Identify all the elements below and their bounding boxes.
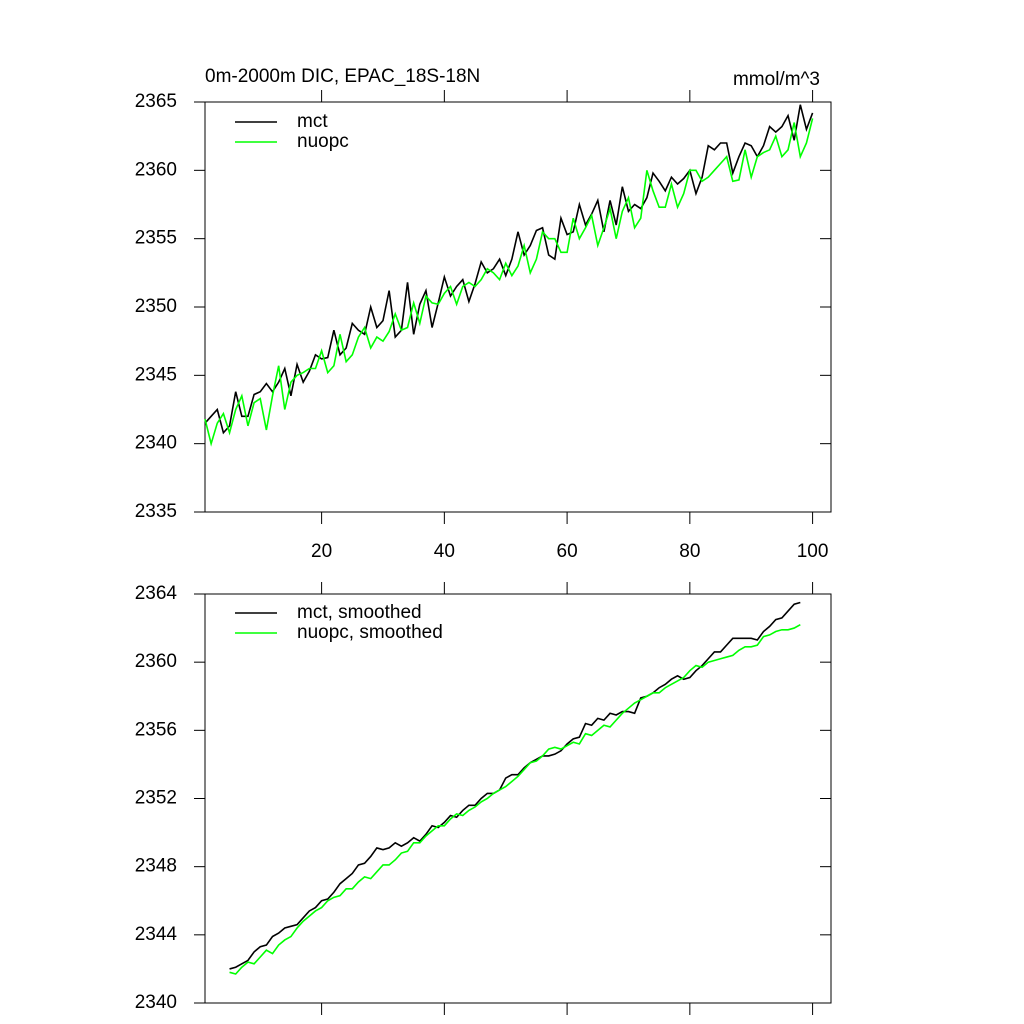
y-tick-label: 2365 [135, 91, 177, 112]
x-tick-label: 60 [557, 541, 578, 562]
plot-frame [204, 593, 832, 1004]
x-tick-label: 20 [311, 541, 332, 562]
chart-title: 0m-2000m DIC, EPAC_18S-18N [205, 66, 480, 87]
y-tick-label: 2356 [135, 719, 177, 740]
units-label: mmol/m^3 [733, 69, 820, 90]
x-tick-label: 80 [679, 541, 700, 562]
y-tick-label: 2340 [135, 992, 177, 1013]
legend-label: nuopc, smoothed [297, 622, 443, 643]
y-tick-label: 2352 [135, 788, 177, 809]
y-tick-label: 2335 [135, 501, 177, 522]
y-tick-label: 2364 [135, 583, 178, 604]
y-tick-label: 2350 [135, 296, 177, 317]
x-tick-label: 40 [434, 541, 455, 562]
y-tick-label: 2340 [135, 433, 177, 454]
series-line [229, 623, 801, 975]
series-line [229, 601, 801, 970]
legend-label: mct, smoothed [297, 602, 422, 623]
legend-label: mct [297, 111, 328, 132]
y-tick-label: 2344 [135, 924, 178, 945]
series-line [204, 118, 814, 447]
y-tick-label: 2348 [135, 856, 177, 877]
x-tick-label: 100 [797, 541, 829, 562]
y-tick-label: 2360 [135, 159, 177, 180]
legend-label: nuopc [297, 131, 349, 152]
y-tick-label: 2345 [135, 364, 177, 385]
series-line [204, 104, 814, 435]
y-tick-label: 2355 [135, 228, 177, 249]
y-tick-label: 2360 [135, 651, 177, 672]
